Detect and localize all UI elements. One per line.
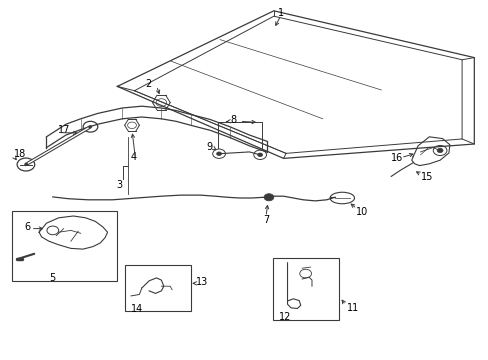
Text: 17: 17 xyxy=(58,125,70,135)
Text: 10: 10 xyxy=(355,207,367,217)
Circle shape xyxy=(83,121,98,132)
Circle shape xyxy=(216,152,221,156)
Text: 4: 4 xyxy=(131,152,137,162)
Bar xyxy=(12,211,117,281)
Circle shape xyxy=(253,150,266,159)
Circle shape xyxy=(212,149,225,158)
Text: 8: 8 xyxy=(230,114,236,125)
Ellipse shape xyxy=(329,192,354,204)
Text: 5: 5 xyxy=(49,273,55,283)
Text: 13: 13 xyxy=(195,276,207,287)
Text: 7: 7 xyxy=(263,215,269,225)
Text: 12: 12 xyxy=(278,312,290,322)
Text: 3: 3 xyxy=(116,180,122,190)
Circle shape xyxy=(299,269,311,278)
Text: 14: 14 xyxy=(130,303,142,314)
Text: 6: 6 xyxy=(24,222,31,232)
Text: 2: 2 xyxy=(145,78,152,89)
Text: 1: 1 xyxy=(277,8,284,18)
Text: 11: 11 xyxy=(346,303,359,313)
Circle shape xyxy=(257,153,262,157)
Text: 16: 16 xyxy=(390,153,403,163)
Bar xyxy=(124,265,190,311)
Text: 18: 18 xyxy=(14,149,26,159)
Circle shape xyxy=(47,226,59,235)
Circle shape xyxy=(436,148,442,153)
Circle shape xyxy=(264,194,273,201)
Text: 15: 15 xyxy=(420,172,432,182)
Text: 9: 9 xyxy=(206,141,212,152)
Circle shape xyxy=(17,158,35,171)
Bar xyxy=(272,258,338,320)
Circle shape xyxy=(432,145,446,156)
